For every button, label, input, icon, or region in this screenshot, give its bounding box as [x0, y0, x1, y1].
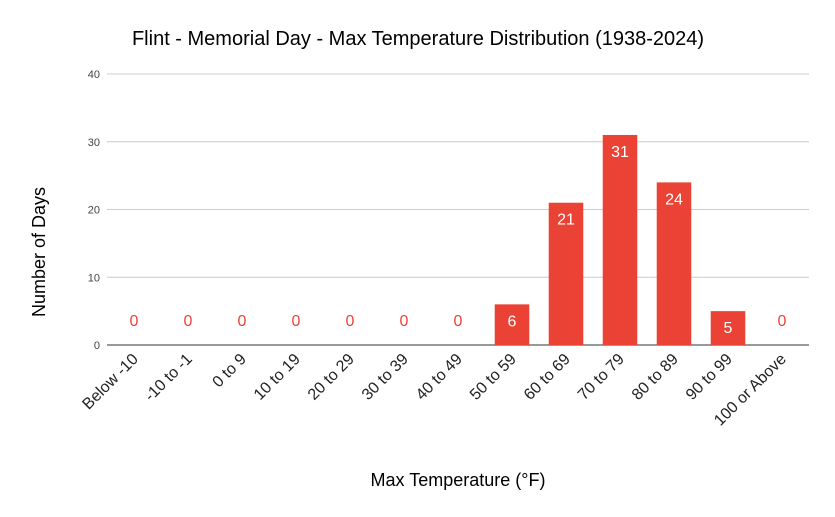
bar: [656, 182, 692, 345]
data-labels: 0 0 0 0 0 0 0 6 21 31 24 5 0: [130, 144, 787, 337]
x-tick-labels: Below -10 -10 to -1 0 to 9 10 to 19 20 to 29…: [79, 351, 789, 430]
x-tick-label: -10 to -1: [142, 351, 196, 405]
x-tick-label: 90 to 99: [683, 351, 736, 404]
data-label: 0: [400, 313, 409, 330]
bar: [548, 202, 584, 345]
data-label: 24: [665, 191, 683, 208]
y-tick-label: 30: [88, 137, 100, 149]
data-label: 5: [724, 320, 733, 337]
x-tick-label: 60 to 69: [521, 351, 574, 404]
x-tick-label: 50 to 59: [467, 351, 520, 404]
data-label: 21: [557, 212, 575, 229]
data-label: 0: [346, 313, 355, 330]
y-tick-labels: 0 10 20 30 40: [88, 69, 100, 352]
data-label: 0: [778, 313, 787, 330]
y-tick-label: 10: [88, 272, 100, 284]
gridlines: [107, 73, 809, 346]
x-axis-title: Max Temperature (°F): [371, 470, 546, 490]
data-label: 0: [184, 313, 193, 330]
y-axis-title: Number of Days: [29, 187, 49, 317]
data-label: 0: [454, 313, 463, 330]
bar: [602, 134, 638, 345]
bar: [494, 304, 530, 345]
x-tick-label: 40 to 49: [413, 351, 466, 404]
y-tick-label: 20: [88, 205, 100, 217]
data-label: 0: [130, 313, 139, 330]
x-tick-label: 30 to 39: [359, 351, 412, 404]
x-tick-label: 20 to 29: [305, 351, 358, 404]
bar: [710, 311, 746, 345]
data-label: 0: [238, 313, 247, 330]
x-tick-label: 70 to 79: [575, 351, 628, 404]
data-label: 31: [611, 144, 629, 161]
y-tick-label: 40: [88, 69, 100, 81]
y-tick-label: 0: [94, 340, 100, 352]
x-tick-label: 0 to 9: [210, 351, 250, 391]
data-label: 0: [292, 313, 301, 330]
x-tick-label: 80 to 89: [629, 351, 682, 404]
data-label: 6: [508, 313, 517, 330]
x-tick-label: Below -10: [79, 351, 141, 413]
bars: [494, 134, 746, 345]
x-tick-label: 10 to 19: [251, 351, 304, 404]
chart-title: Flint - Memorial Day - Max Temperature D…: [132, 28, 704, 50]
